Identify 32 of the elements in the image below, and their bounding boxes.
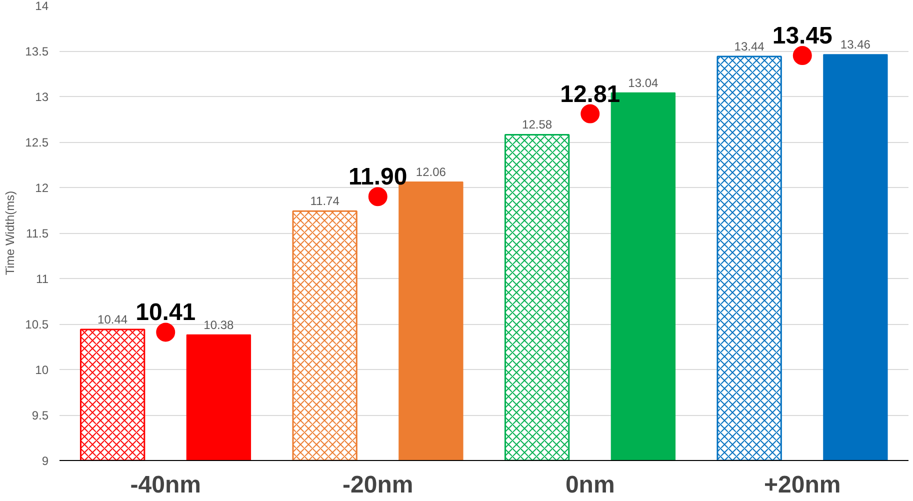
data-label: 12.81 — [560, 80, 620, 108]
data-label: 11.90 — [348, 164, 408, 191]
data-label: 10.38 — [204, 318, 234, 332]
data-label: 10.41 — [136, 299, 196, 326]
y-tick-label: 11.5 — [26, 226, 49, 240]
x-tick-label: -20nm — [342, 472, 414, 498]
point — [580, 104, 600, 124]
data-label: 12.06 — [416, 165, 446, 180]
x-tick-label: -40nm — [130, 472, 201, 498]
point — [792, 46, 812, 66]
y-tick-label: 10.5 — [25, 318, 49, 332]
data-label: 13.04 — [628, 76, 659, 90]
data-label: 13.44 — [734, 39, 765, 54]
point — [156, 322, 176, 342]
y-tick-label: 9.5 — [32, 408, 49, 422]
x-tick-label: +20nm — [764, 472, 841, 498]
y-tick-label: 11 — [36, 272, 49, 286]
y-tick-label: 13 — [35, 90, 49, 104]
y-tick-label: 13.5 — [25, 44, 49, 58]
y-tick-label: 12 — [35, 181, 49, 195]
y-tick-label: 14 — [35, 0, 49, 13]
y-tick-label: 9 — [42, 454, 49, 468]
data-label: 11.74 — [310, 194, 340, 208]
y-tick-label: 10 — [35, 363, 49, 377]
y-tick-label: 12.5 — [25, 136, 49, 150]
data-label: 13.45 — [772, 22, 832, 50]
data-label: 10.44 — [98, 312, 128, 326]
data-label: 12.58 — [522, 118, 552, 132]
data-label: 13.46 — [840, 38, 871, 52]
point — [368, 187, 388, 206]
y-axis-title: Time Width(ms) — [3, 190, 18, 276]
x-tick-label: 0nm — [565, 472, 615, 498]
